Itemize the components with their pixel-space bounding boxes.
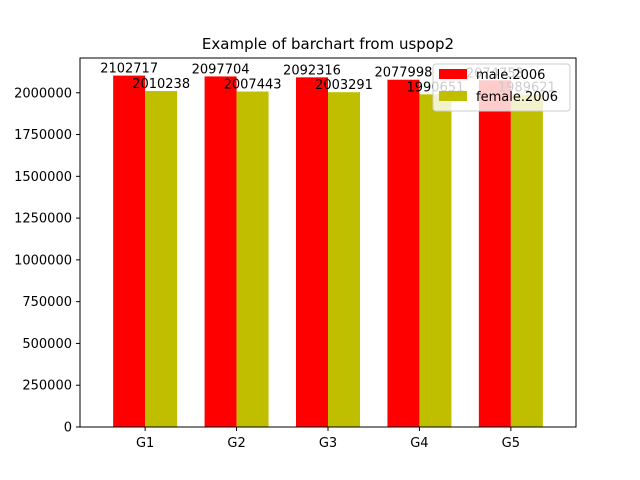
data-label-female-g2: 2007443 — [224, 78, 282, 93]
bar-female-g2 — [236, 91, 269, 427]
x-tick-label-g4: G4 — [410, 436, 428, 451]
x-tick-label-g5: G5 — [502, 436, 520, 451]
bar-male-g4 — [387, 79, 420, 427]
y-tick-label: 750000 — [22, 295, 72, 310]
x-tick-label-g3: G3 — [319, 436, 337, 451]
y-tick-label: 0 — [64, 421, 72, 436]
legend: male.2006 female.2006 — [432, 63, 571, 112]
y-tick-label: 1500000 — [14, 170, 72, 185]
legend-swatch-female — [439, 91, 467, 101]
bar-female-g4 — [419, 94, 452, 427]
legend-label-female: female.2006 — [476, 90, 558, 105]
y-tick-label: 1000000 — [14, 253, 72, 268]
y-tick-label: 250000 — [22, 379, 72, 394]
chart-title: Example of barchart from uspop2 — [202, 35, 454, 53]
bar-female-g3 — [328, 92, 360, 427]
data-label-male-g1: 2102717 — [100, 62, 158, 77]
x-axis: G1 G2 G3 G4 G5 — [136, 427, 520, 451]
x-tick-label-g1: G1 — [136, 436, 154, 451]
y-axis: 0 250000 500000 750000 1000000 1250000 1500000… — [14, 86, 80, 436]
axes-frame — [79, 57, 577, 428]
x-tick-label-g2: G2 — [227, 436, 245, 451]
y-tick-label: 1250000 — [14, 212, 72, 227]
bar-female-g5 — [510, 94, 543, 427]
bar-male-g2 — [204, 76, 237, 427]
legend-label-male: male.2006 — [476, 68, 545, 83]
data-label-female-g3: 2003291 — [315, 78, 373, 93]
bar-female-g1 — [145, 91, 178, 427]
data-label-female-g1: 2010238 — [132, 77, 190, 92]
legend-box — [432, 63, 571, 112]
bars-layer — [113, 75, 543, 427]
bar-male-g3 — [296, 77, 328, 427]
y-tick-label: 1750000 — [14, 128, 72, 143]
legend-swatch-male — [439, 69, 467, 79]
bar-male-g5 — [478, 80, 511, 427]
y-tick-label: 2000000 — [14, 86, 72, 101]
data-label-male-g2: 2097704 — [192, 62, 250, 77]
y-tick-label: 500000 — [22, 337, 72, 352]
bar-male-g1 — [113, 75, 146, 427]
data-label-male-g3: 2092316 — [283, 63, 341, 78]
data-label-male-g4: 2077998 — [374, 66, 432, 81]
